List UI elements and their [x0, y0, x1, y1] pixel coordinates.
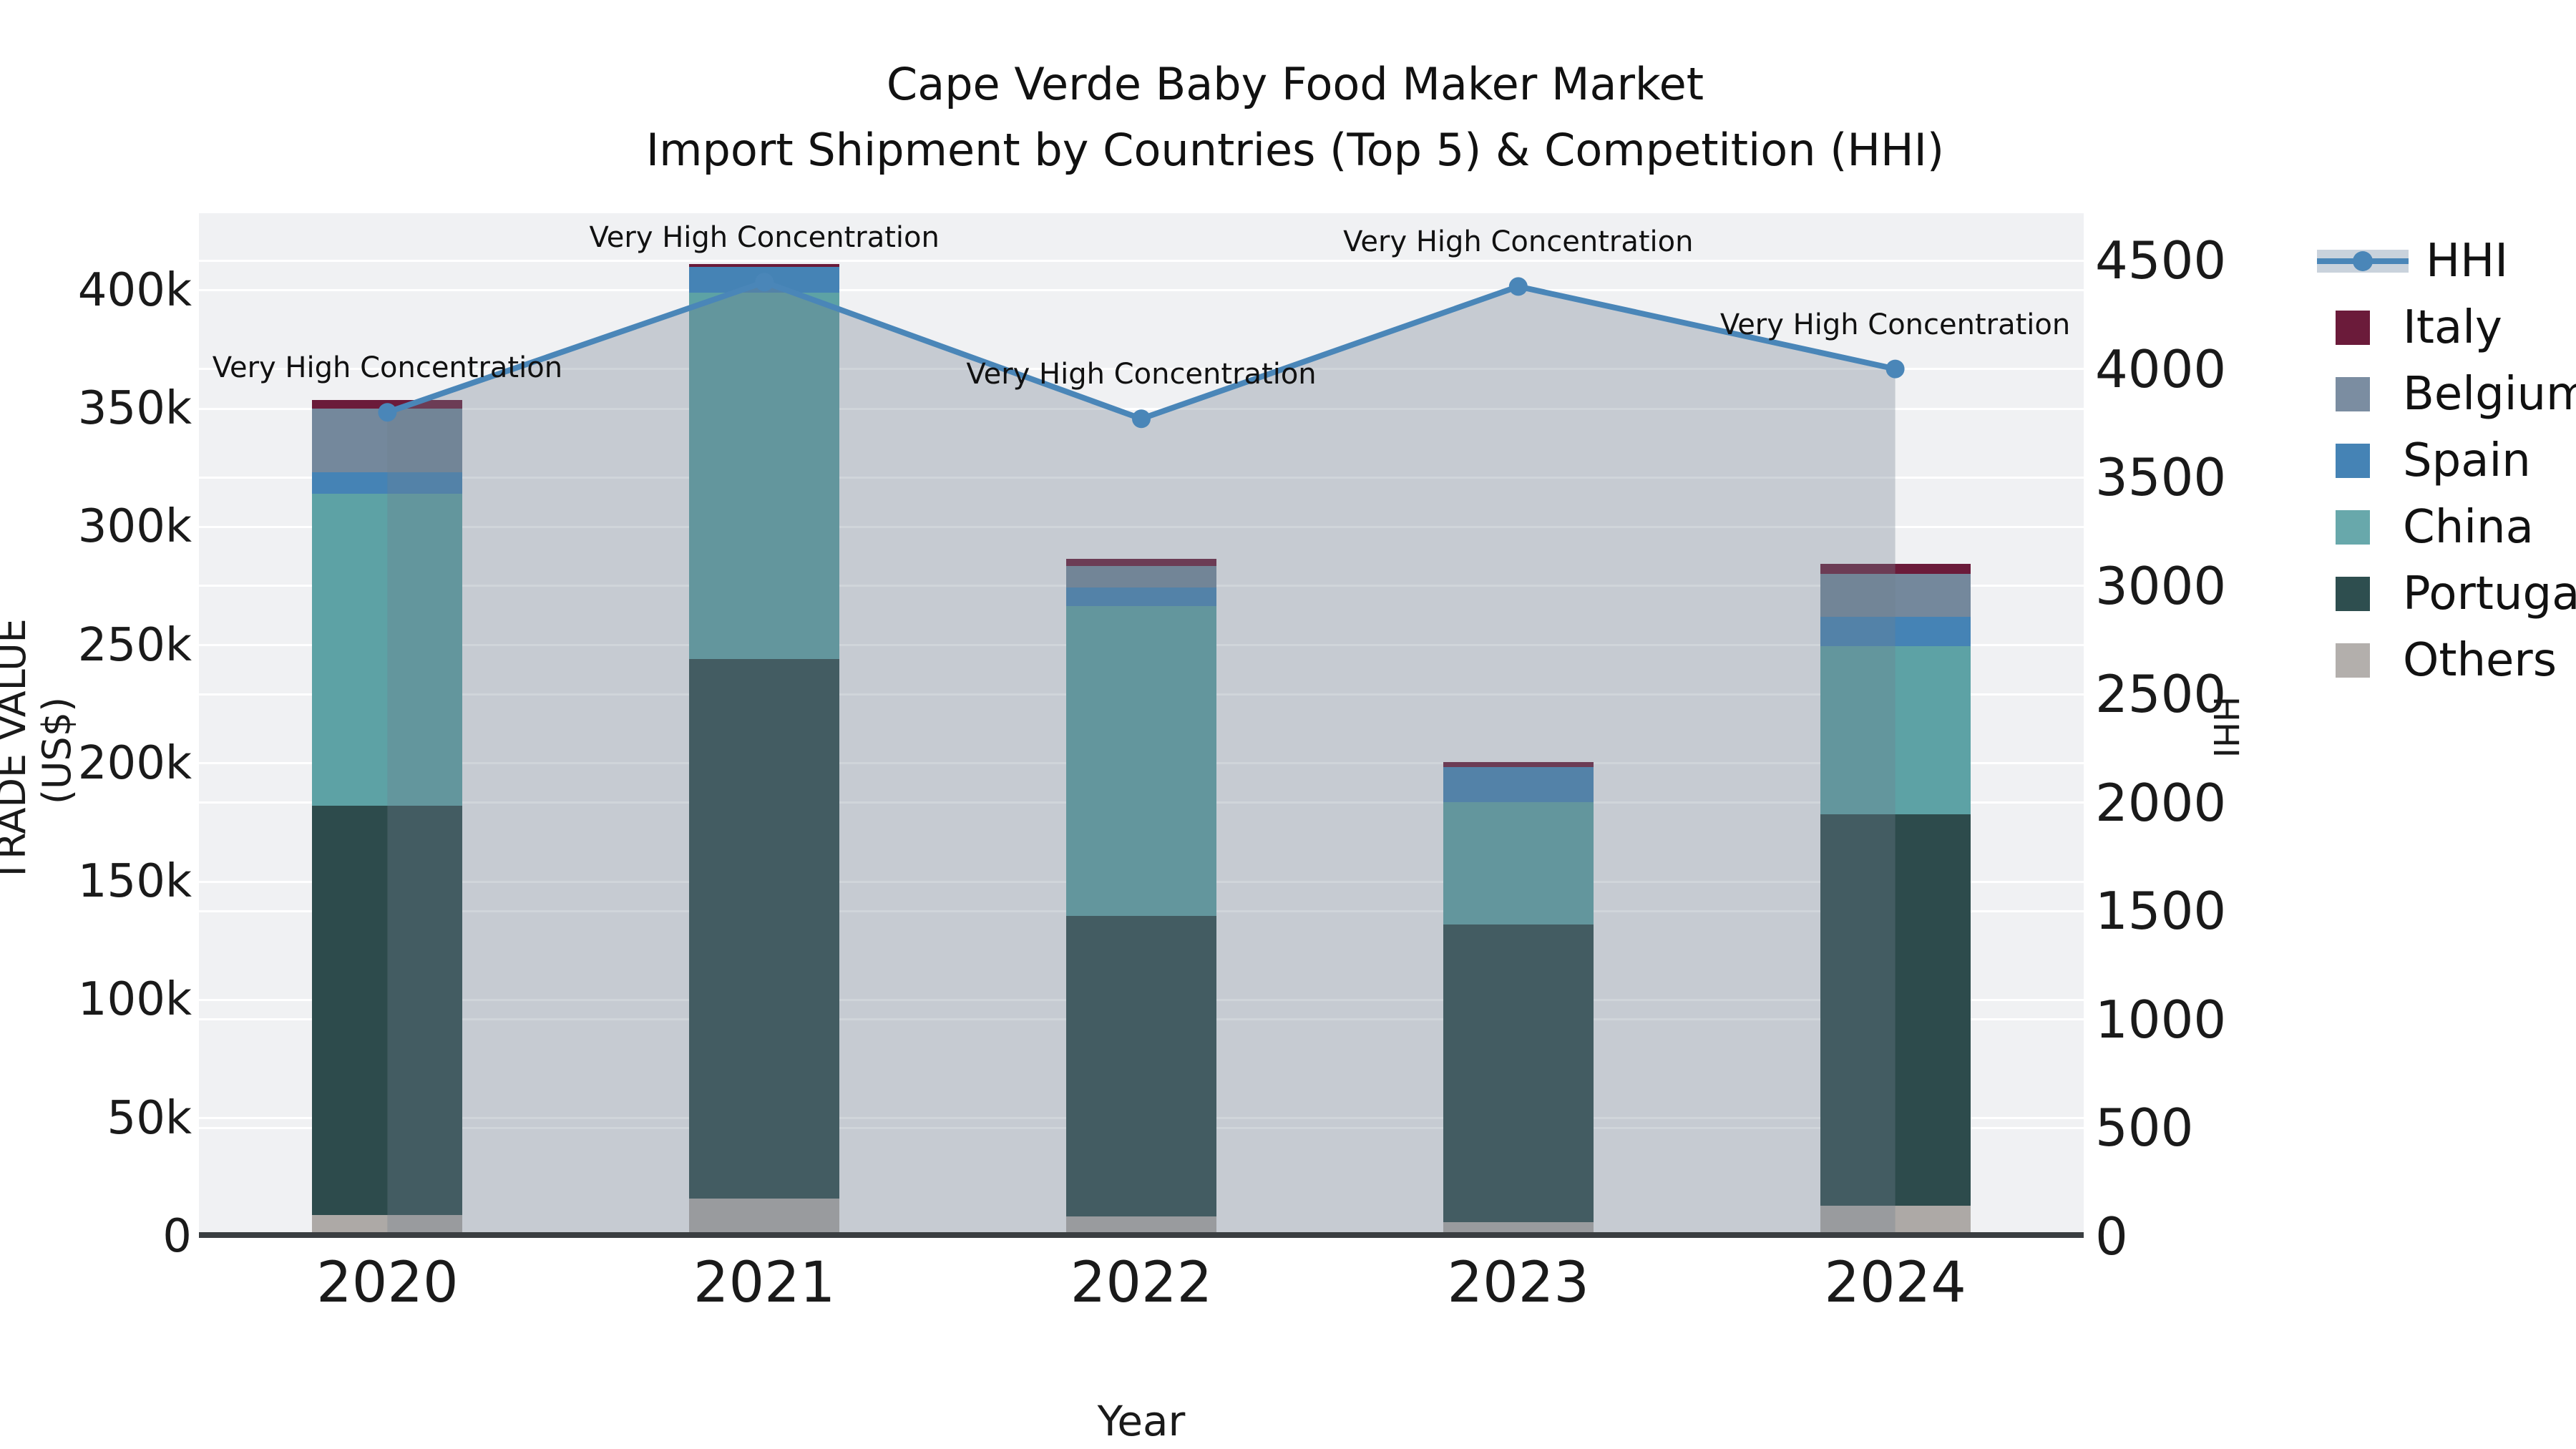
legend-hhi-dot: [2353, 251, 2373, 271]
xtick-2021: 2021: [693, 1251, 836, 1315]
gridline-left-350000: [199, 407, 2084, 410]
bar-segment-2021-others: [689, 1199, 840, 1236]
ytick-right-1000: 1000: [2095, 989, 2227, 1050]
xtick-2020: 2020: [316, 1251, 459, 1315]
annotation-2022: Very High Concentration: [966, 358, 1317, 391]
ytick-right-4000: 4000: [2095, 338, 2227, 399]
bar-segment-2023-portugal: [1443, 924, 1594, 1223]
legend-item-italy: Italy: [2317, 301, 2502, 354]
hhi-marker-2022: [1132, 409, 1151, 429]
annotation-2021: Very High Concentration: [589, 221, 940, 255]
ytick-right-2500: 2500: [2095, 664, 2227, 725]
bar-segment-2022-portugal: [1066, 916, 1216, 1216]
ytick-right-2000: 2000: [2095, 772, 2227, 833]
gridline-right-3500: [199, 476, 2084, 479]
legend-item-hhi: HHI: [2317, 235, 2509, 288]
ytick-left-250k: 250k: [77, 618, 192, 672]
legend-swatch-others: [2336, 643, 2370, 678]
hhi-area-fill: [387, 282, 1896, 1236]
xtick-2024: 2024: [1824, 1251, 1966, 1315]
hhi-marker-2020: [378, 403, 397, 422]
annotation-2020: Very High Concentration: [212, 351, 563, 385]
ytick-right-4500: 4500: [2095, 230, 2227, 291]
ytick-left-200k: 200k: [77, 736, 192, 790]
chart-title: Cape Verde Baby Food Maker Market Import…: [14, 52, 2576, 183]
bar-segment-2020-china: [312, 494, 463, 806]
plot-area: Very High Concentration Very High Concent…: [199, 213, 2084, 1238]
gridline-left-400000: [199, 289, 2084, 292]
bar-segment-2022-belgium: [1066, 565, 1216, 587]
gridline-right-4500: [199, 259, 2084, 262]
legend-swatch-spain: [2336, 444, 2370, 478]
legend-swatch-belgium: [2336, 377, 2370, 411]
legend-label-others: Others: [2403, 634, 2557, 687]
bar-segment-2024-others: [1820, 1206, 1971, 1236]
ytick-left-150k: 150k: [77, 855, 192, 909]
legend-label-belgium: Belgium: [2403, 368, 2576, 421]
bar-segment-2021-portugal: [689, 659, 840, 1199]
bar-segment-2024-italy: [1820, 563, 1971, 575]
bar-segment-2022-china: [1066, 606, 1216, 917]
ytick-left-400k: 400k: [77, 263, 192, 317]
ytick-left-300k: 300k: [77, 500, 192, 554]
legend-swatch-china: [2336, 510, 2370, 545]
legend-swatch-portugal: [2336, 577, 2370, 611]
ytick-right-0: 0: [2095, 1206, 2128, 1267]
legend-label-portugal: Portugal: [2403, 567, 2576, 620]
x-axis-spine: [199, 1232, 2084, 1238]
annotation-2023: Very High Concentration: [1343, 225, 1694, 259]
legend-swatch-italy: [2336, 311, 2370, 345]
legend-item-china: China: [2317, 501, 2534, 554]
ytick-left-50k: 50k: [107, 1091, 192, 1145]
legend-item-others: Others: [2317, 634, 2557, 687]
bar-segment-2023-italy: [1443, 762, 1594, 767]
bar-segment-2020-spain: [312, 472, 463, 494]
ytick-right-500: 500: [2095, 1098, 2194, 1158]
legend-item-spain: Spain: [2317, 434, 2531, 487]
bar-segment-2023-spain: [1443, 766, 1594, 803]
xtick-2022: 2022: [1070, 1251, 1213, 1315]
bar-segment-2024-spain: [1820, 616, 1971, 647]
legend-label-china: China: [2403, 501, 2534, 554]
hhi-line-layer: [378, 273, 1905, 1236]
legend-hhi-line-icon: [2317, 245, 2409, 277]
legend-label-spain: Spain: [2403, 434, 2531, 487]
ytick-left-100k: 100k: [77, 973, 192, 1027]
y-axis-title-left: TRADE VALUE (US$): [0, 618, 79, 883]
bar-segment-2021-china: [689, 293, 840, 660]
chart-title-line1: Cape Verde Baby Food Maker Market: [886, 58, 1704, 110]
bar-segment-2024-belgium: [1820, 574, 1971, 617]
ytick-left-0: 0: [162, 1210, 192, 1263]
hhi-marker-2024: [1885, 359, 1905, 379]
x-axis-title: Year: [1097, 1397, 1186, 1445]
legend-label-italy: Italy: [2403, 301, 2502, 354]
annotation-2024: Very High Concentration: [1719, 308, 2071, 341]
chart-title-line2: Import Shipment by Countries (Top 5) & C…: [645, 124, 1945, 176]
hhi-marker-2023: [1508, 277, 1528, 296]
gridline-left-300000: [199, 525, 2084, 528]
ytick-right-3000: 3000: [2095, 555, 2227, 616]
bar-segment-2020-portugal: [312, 806, 463, 1216]
bar-segment-2021-italy: [689, 264, 840, 267]
ytick-right-3500: 3500: [2095, 447, 2227, 508]
bar-segment-2023-china: [1443, 802, 1594, 924]
legend-label-hhi: HHI: [2426, 235, 2509, 288]
gridline-right-4000: [199, 368, 2084, 371]
bar-segment-2022-spain: [1066, 587, 1216, 607]
bar-segment-2024-portugal: [1820, 814, 1971, 1206]
bar-segment-2024-china: [1820, 646, 1971, 814]
ytick-right-1500: 1500: [2095, 881, 2227, 942]
xtick-2023: 2023: [1447, 1251, 1590, 1315]
bar-segment-2022-italy: [1066, 558, 1216, 566]
legend-item-portugal: Portugal: [2317, 567, 2576, 620]
ytick-left-350k: 350k: [77, 382, 192, 436]
legend-item-belgium: Belgium: [2317, 368, 2576, 421]
hhi-marker-2021: [755, 273, 774, 292]
